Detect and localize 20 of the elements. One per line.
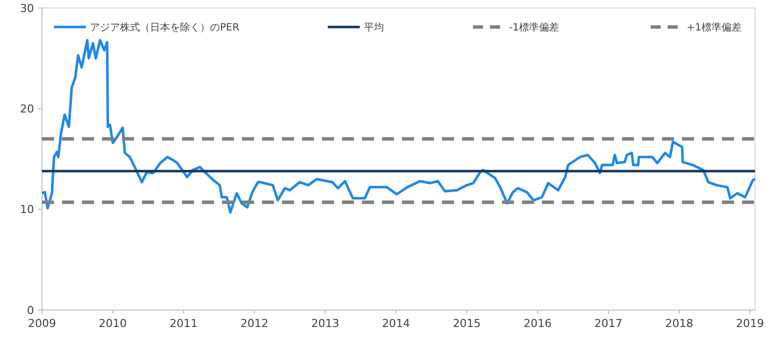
line-series <box>40 38 756 214</box>
legend-label: +1標準偏差 <box>686 22 742 34</box>
x-tick-label: 2013 <box>311 317 340 330</box>
y-tick-label: 10 <box>20 203 34 216</box>
legend-label: アジア株式（日本を除く）のPER <box>90 22 240 34</box>
x-tick-label: 2017 <box>594 317 622 330</box>
legend-label: -1標準偏差 <box>509 22 559 34</box>
y-tick-label: 30 <box>20 2 34 15</box>
legend-label: 平均 <box>364 22 384 34</box>
x-tick-label: 2018 <box>665 317 694 330</box>
x-tick-label: 2015 <box>452 317 481 330</box>
x-tick-label: 2011 <box>170 317 198 330</box>
x-tick-label: 2012 <box>240 317 268 330</box>
x-tick-label: 2014 <box>382 317 410 330</box>
y-tick-label: 0 <box>27 304 34 317</box>
y-tick-label: 20 <box>20 102 34 116</box>
x-tick-label: 2019 <box>736 317 764 330</box>
x-tick-label: 2016 <box>524 317 552 330</box>
x-tick-label: 2009 <box>28 317 56 330</box>
x-tick-label: 2010 <box>98 317 127 330</box>
